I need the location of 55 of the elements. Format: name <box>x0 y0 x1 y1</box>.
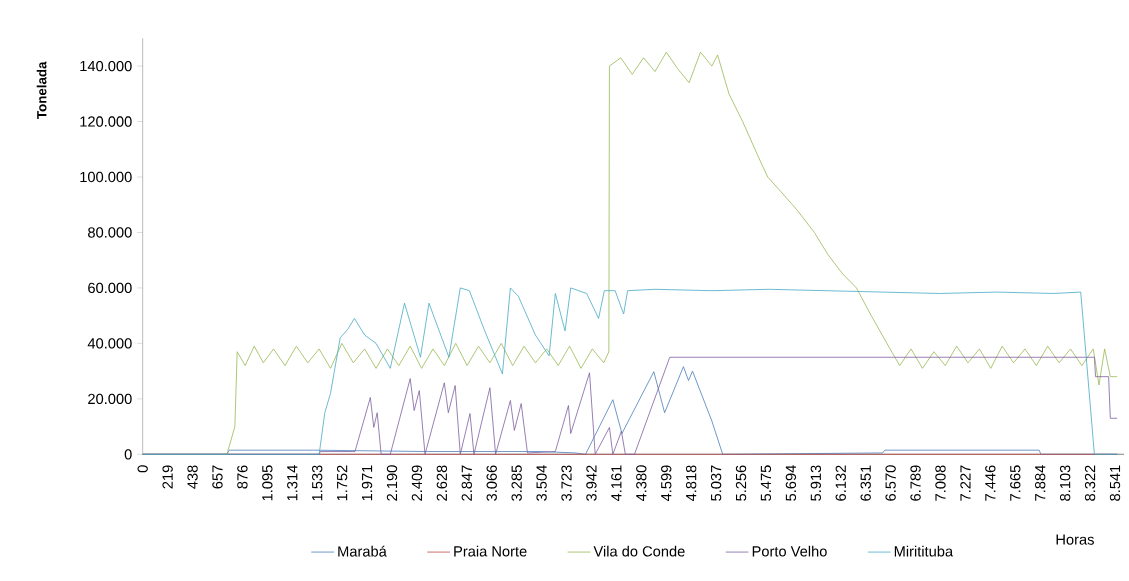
x-tick-label: 438 <box>187 465 198 489</box>
x-tick-label: 6.570 <box>885 465 896 501</box>
x-tick-label: 5.037 <box>710 465 722 501</box>
x-tick-label: 1.752 <box>336 465 348 501</box>
x-tick-label: 8.103 <box>1059 465 1071 501</box>
y-tick-label: 60.000 <box>88 282 132 294</box>
y-axis-title: Tonelada <box>36 61 47 119</box>
y-tick-label: 80.000 <box>88 227 132 238</box>
x-tick-label: 2.409 <box>411 465 423 501</box>
y-tick-label: 20.000 <box>88 393 132 405</box>
x-tick-label: 2.847 <box>461 465 472 501</box>
x-tick-label: 219 <box>162 465 173 489</box>
x-tick-label: 3.504 <box>536 465 547 501</box>
x-tick-label: 0 <box>137 465 148 473</box>
x-tick-label: 1.314 <box>287 465 298 501</box>
legend-label: Praia Norte <box>454 545 527 557</box>
x-tick-label: 2.190 <box>386 465 398 501</box>
x-tick-label: 5.256 <box>735 465 747 501</box>
x-tick-label: 7.227 <box>960 465 971 501</box>
y-tick-label: 120.000 <box>80 116 132 127</box>
x-tick-label: 5.475 <box>760 465 772 501</box>
x-tick-label: 7.446 <box>985 465 996 501</box>
x-tick-label: 7.884 <box>1035 465 1046 501</box>
y-tick-label: 100.000 <box>80 171 132 183</box>
x-tick-label: 5.913 <box>810 465 822 501</box>
x-tick-label: 1.095 <box>262 465 273 501</box>
x-tick-label: 4.599 <box>661 465 672 502</box>
y-tick-label: 0 <box>124 449 132 460</box>
x-tick-label: 4.380 <box>636 465 647 502</box>
x-tick-label: 7.008 <box>935 465 946 501</box>
x-tick-label: 8.541 <box>1109 465 1121 501</box>
x-tick-label: 3.066 <box>486 465 497 501</box>
x-tick-label: 657 <box>212 465 223 489</box>
x-tick-label: 1.971 <box>361 465 373 501</box>
legend-label: Marabá <box>338 545 387 557</box>
legend-label: Miritituba <box>894 545 954 557</box>
x-tick-label: 3.285 <box>511 465 522 501</box>
x-tick-label: 6.351 <box>860 465 871 501</box>
legend-label: Vila do Conde <box>593 545 685 557</box>
x-tick-label: 5.694 <box>785 465 797 501</box>
x-tick-label: 4.161 <box>611 465 622 502</box>
x-tick-label: 2.628 <box>436 465 448 501</box>
legend-label: Porto Velho <box>752 545 827 557</box>
x-tick-label: 6.132 <box>835 465 846 501</box>
y-tick-label: 40.000 <box>87 338 132 349</box>
x-tick-label: 8.322 <box>1084 465 1096 501</box>
x-tick-label: 876 <box>237 465 248 489</box>
x-tick-label: 7.665 <box>1010 465 1021 501</box>
x-tick-label: 6.789 <box>910 465 921 501</box>
x-tick-label: 1.533 <box>312 465 323 501</box>
y-tick-label: 140.000 <box>80 60 132 72</box>
x-tick-label: 3.723 <box>561 465 572 501</box>
x-tick-label: 4.818 <box>685 465 697 502</box>
x-axis-title: Horas <box>1056 534 1094 545</box>
x-tick-label: 3.942 <box>586 465 597 501</box>
